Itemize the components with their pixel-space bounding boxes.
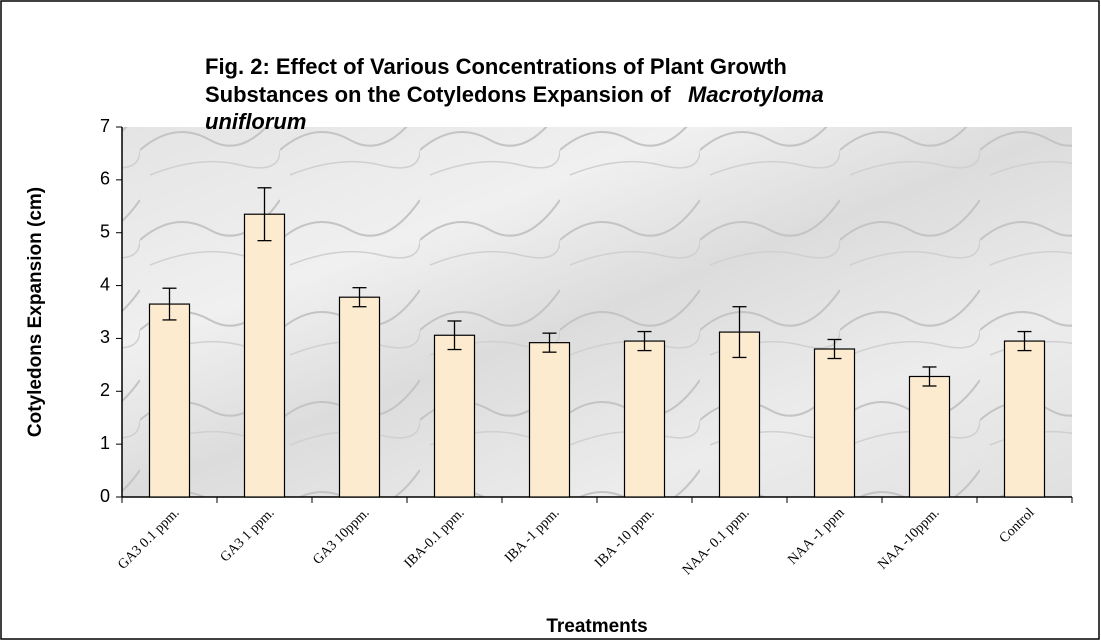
y-tick-label: 6 xyxy=(100,169,110,189)
error-bar xyxy=(637,330,652,352)
error-bar xyxy=(257,187,272,242)
error-bar xyxy=(352,287,367,308)
error-bar xyxy=(732,306,747,359)
bar xyxy=(433,334,476,498)
bar xyxy=(338,296,381,498)
bar xyxy=(1003,340,1046,498)
error-bar xyxy=(542,332,557,353)
y-tick-label: 5 xyxy=(100,221,110,241)
bar xyxy=(908,375,951,498)
error-bar xyxy=(922,366,937,387)
bar xyxy=(528,342,571,498)
y-axis-label: Cotyledons Expansion (cm) xyxy=(25,187,46,437)
chart-title: Substances on the Cotyledons Expansion o… xyxy=(205,82,671,107)
y-tick-label: 4 xyxy=(100,274,110,294)
y-tick-label: 7 xyxy=(100,116,110,136)
bar xyxy=(148,303,191,498)
chart-title: Fig. 2: Effect of Various Concentrations… xyxy=(205,54,787,79)
y-tick-label: 3 xyxy=(100,327,110,347)
bar xyxy=(623,340,666,498)
error-bar xyxy=(162,287,177,321)
bar xyxy=(243,213,286,498)
error-bar xyxy=(1017,330,1032,352)
y-tick-label: 2 xyxy=(100,380,110,400)
bar xyxy=(718,331,761,498)
bar xyxy=(813,348,856,498)
y-tick-label: 0 xyxy=(100,486,110,506)
x-axis-label: Treatments xyxy=(546,616,647,637)
chart-title: uniflorum xyxy=(205,109,306,134)
y-tick-label: 1 xyxy=(100,433,110,453)
chart-title: Macrotyloma xyxy=(688,82,824,107)
error-bar xyxy=(827,338,842,360)
error-bar xyxy=(447,320,462,351)
